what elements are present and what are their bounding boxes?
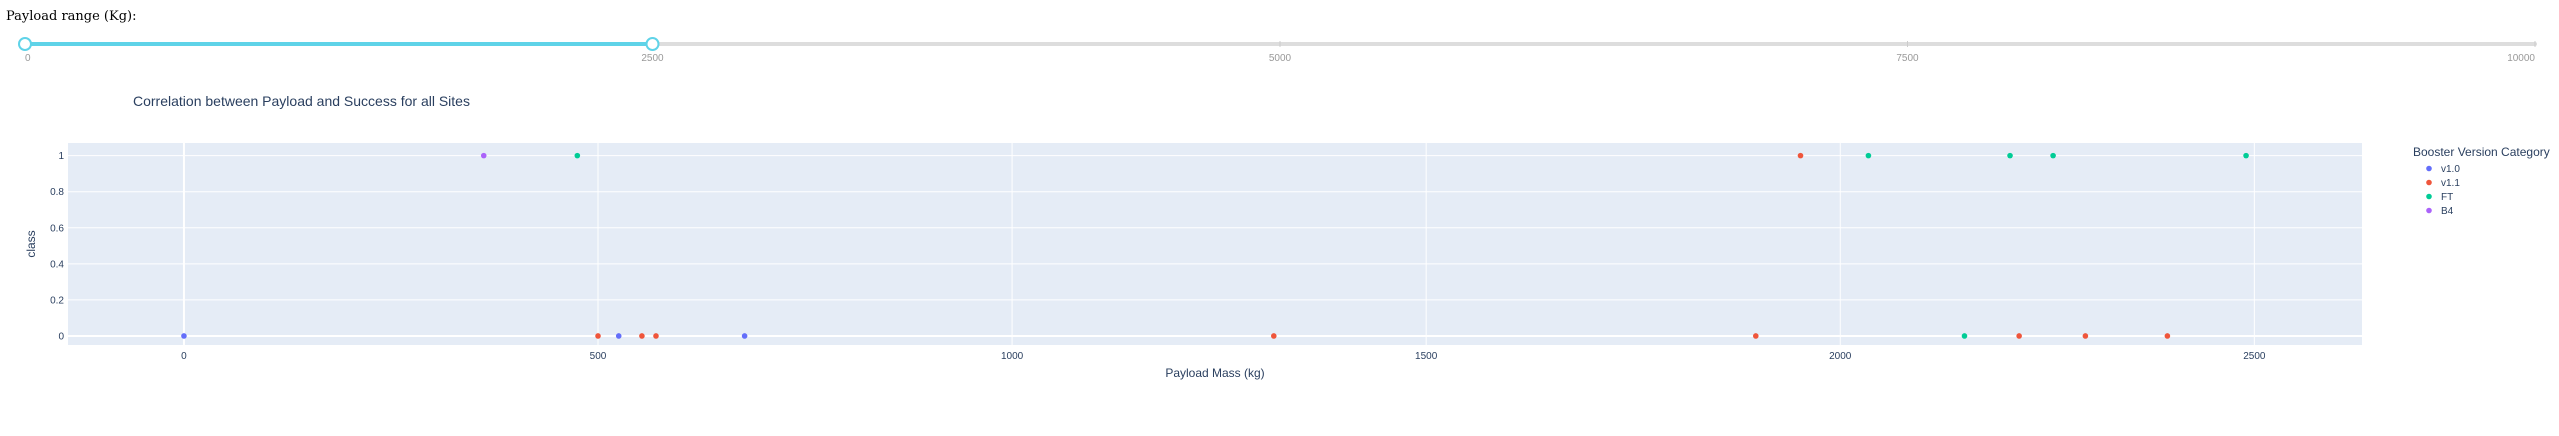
slider-mark-label: 10000 [2507, 53, 2535, 64]
scatter-point [639, 333, 645, 339]
y-tick-label: 0.6 [50, 223, 64, 234]
x-tick-label: 1000 [1001, 351, 1024, 362]
legend-marker [2426, 207, 2432, 214]
legend-marker [2426, 193, 2432, 200]
scatter-point [574, 152, 581, 159]
scatter-point [1270, 333, 1277, 339]
scatter-point [2007, 152, 2013, 159]
x-tick-label: 500 [590, 351, 607, 362]
scatter-point [1797, 152, 1804, 159]
y-tick-label: 1 [58, 151, 64, 162]
scatter-point [2082, 333, 2089, 339]
scatter-point [741, 333, 748, 339]
slider-mark-label: 5000 [1269, 53, 1292, 64]
x-axis-ticks: 0 500 1000 1500 2000 2500 [181, 351, 2266, 362]
legend-entry[interactable]: B4 [2441, 206, 2454, 217]
payload-range-label: Payload range (Kg): [6, 9, 137, 24]
chart-title: Correlation between Payload and Success … [133, 93, 470, 109]
data-points [181, 152, 2249, 339]
slider-handle-max[interactable] [645, 37, 660, 51]
x-tick-label: 0 [181, 351, 187, 362]
scatter-point [181, 333, 187, 339]
legend-entry[interactable]: FT [2441, 192, 2453, 203]
slider-mark-label: 0 [25, 53, 31, 64]
scatter-point [2050, 152, 2056, 159]
scatter-point [2164, 333, 2171, 339]
scatter-point [2243, 152, 2249, 159]
gridlines [68, 143, 2362, 345]
legend-entry[interactable]: v1.1 [2441, 178, 2460, 189]
y-axis-label: class [24, 230, 38, 257]
slider-mark-label: 7500 [1896, 53, 1919, 64]
legend-marker [2426, 165, 2432, 172]
slider-handle-min[interactable] [18, 37, 32, 51]
y-tick-label: 0.8 [50, 187, 64, 198]
x-tick-label: 1500 [1415, 351, 1438, 362]
y-tick-label: 0.4 [50, 259, 64, 270]
y-tick-label: 0.2 [50, 295, 64, 306]
slider-mark-label: 2500 [641, 53, 664, 64]
legend: Booster Version Category v1.0 v1.1 FT B4 [2413, 145, 2550, 217]
legend-title: Booster Version Category [2413, 145, 2550, 159]
scatter-point [595, 333, 601, 339]
scatter-point [1865, 152, 1872, 159]
x-tick-label: 2000 [1829, 351, 1852, 362]
legend-marker [2426, 179, 2432, 186]
scatter-point [653, 333, 659, 339]
plot-area [68, 143, 2362, 345]
scatter-point [480, 152, 487, 159]
scatter-point [1961, 333, 1968, 339]
y-axis-ticks: 0 0.2 0.4 0.6 0.8 1 [50, 151, 64, 342]
x-tick-label: 2500 [2243, 351, 2266, 362]
payload-range-slider[interactable]: 0 2500 5000 7500 10000 [0, 30, 2559, 100]
x-axis-label: Payload Mass (kg) [1165, 366, 1264, 380]
scatter-point [1752, 333, 1759, 339]
y-tick-label: 0 [58, 331, 64, 342]
scatter-point [2016, 333, 2022, 339]
payload-success-scatter: Correlation between Payload and Success … [24, 93, 2550, 380]
legend-entry[interactable]: v1.0 [2441, 164, 2460, 175]
scatter-point [615, 333, 622, 339]
